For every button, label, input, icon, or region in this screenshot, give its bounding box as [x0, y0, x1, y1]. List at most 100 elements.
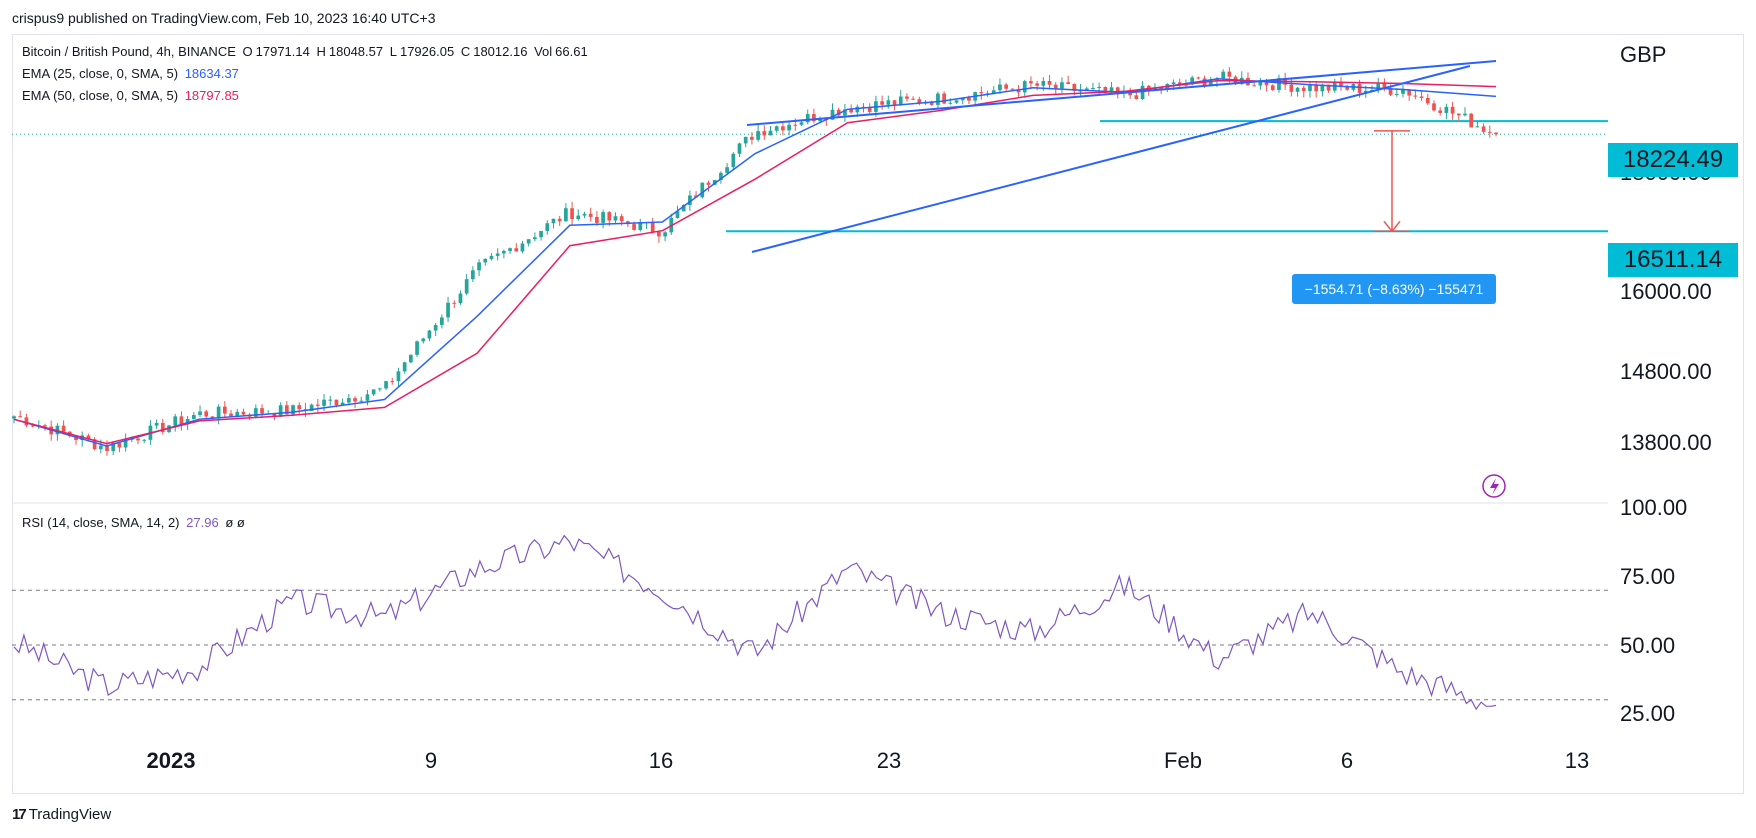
candle-body [582, 213, 587, 216]
candle-body [942, 93, 946, 104]
candle-body [1041, 81, 1046, 86]
legend-ema25-row: EMA (25, close, 0, SMA, 5) 18634.37 [22, 66, 242, 81]
candle-body [1227, 71, 1232, 77]
candle-body [1382, 83, 1387, 89]
candle-body [743, 136, 748, 144]
candle-body [867, 107, 872, 112]
time-tick: Feb [1164, 748, 1202, 773]
resistance-price-badge: 18224.49 [1608, 143, 1738, 177]
rsi-tick: 50.00 [1620, 633, 1676, 658]
candle-body [1401, 89, 1405, 94]
candle-body [278, 405, 283, 417]
legend-vol: 66.61 [555, 44, 588, 59]
candle-body [688, 195, 692, 206]
candle-body [86, 435, 91, 440]
candle-body [663, 232, 667, 237]
legend-close: 18012.16 [473, 44, 528, 59]
candle-body [1177, 82, 1182, 85]
candle-body [787, 124, 791, 131]
wedge-lower-trendline [751, 65, 1471, 253]
candle-body [793, 124, 798, 126]
candle-body [818, 119, 822, 122]
candle-body [706, 182, 711, 185]
candle-body [142, 439, 147, 441]
candle-body [1053, 84, 1058, 89]
candle-body [30, 425, 35, 427]
candle-body [253, 408, 258, 417]
candle-body [284, 405, 289, 415]
candle-body [836, 109, 841, 116]
time-tick: 9 [424, 748, 438, 773]
candle-body [1084, 88, 1089, 91]
legend-symbol-row: Bitcoin / British Pound, 4h, BINANCE O 17… [22, 44, 591, 59]
candle-body [1413, 95, 1418, 97]
candle-body [1456, 113, 1461, 116]
candle-body [92, 439, 97, 450]
candle-body [483, 258, 488, 263]
candle-body [514, 248, 519, 252]
candle-body [1407, 89, 1412, 96]
candle-body [471, 270, 475, 280]
candle-body [1060, 82, 1064, 89]
candle-body [768, 130, 773, 136]
legend-high: 18048.57 [328, 44, 384, 59]
rsi-tick: 100.00 [1620, 495, 1688, 520]
legend-rsi-extra: ø ø [225, 515, 245, 530]
candle-body [334, 399, 339, 406]
candle-body [1208, 80, 1213, 87]
candle-body [328, 399, 333, 401]
candle-body [1066, 82, 1070, 84]
candle-body [557, 218, 562, 222]
legend-low: 17926.05 [399, 44, 455, 59]
candle-body [570, 208, 574, 220]
tradingview-logo-icon: 17 [12, 806, 27, 823]
currency-label: GBP [1620, 42, 1667, 67]
candle-body [315, 404, 320, 406]
time-tick: 23 [876, 748, 902, 773]
legend-open-label: O [242, 44, 253, 59]
legend-rsi-label: RSI (14, close, SMA, 14, 2) [22, 515, 180, 530]
candle-body [1295, 87, 1300, 92]
candle-body [551, 218, 556, 224]
brand-name: TradingView [28, 806, 112, 823]
candle-body [737, 143, 742, 154]
candle-body [377, 388, 382, 390]
candle-body [936, 93, 940, 105]
candle-body [402, 362, 407, 372]
legend-rsi-row: RSI (14, close, SMA, 14, 2) 27.96 ø ø [22, 515, 248, 530]
legend-close-label: C [460, 44, 471, 59]
candle-body [1097, 86, 1101, 89]
candle-body [991, 90, 996, 94]
candle-body [458, 293, 463, 304]
candle-body [533, 237, 537, 240]
candle-body [843, 109, 847, 116]
candle-body [440, 317, 444, 325]
candle-body [98, 445, 103, 450]
candle-body [1134, 95, 1139, 100]
candle-body [898, 96, 903, 106]
candle-body [191, 415, 196, 420]
candle-body [1469, 113, 1474, 128]
candle-body [297, 405, 302, 410]
candle-body [185, 419, 190, 425]
candle-body [415, 341, 419, 355]
rsi-tick: 75.00 [1620, 564, 1676, 589]
candle-body [1463, 113, 1467, 116]
candle-body [1326, 84, 1331, 91]
candle-body [1450, 106, 1455, 114]
candle-body [880, 101, 884, 105]
measure-label: −1554.71 (−8.63%) −155471 [1292, 274, 1496, 304]
time-tick: 2023 [146, 748, 196, 773]
candle-body [725, 167, 729, 173]
candle-body [495, 253, 500, 256]
candle-body [502, 250, 506, 254]
tradingview-logo[interactable]: 17 TradingView [12, 806, 111, 823]
time-tick: 16 [648, 748, 674, 773]
price-tick: 13800.00 [1620, 430, 1712, 455]
candle-body [526, 239, 531, 244]
candle-body [1320, 84, 1325, 92]
candle-body [1314, 85, 1319, 92]
candle-body [1419, 96, 1424, 98]
candle-body [805, 114, 810, 123]
